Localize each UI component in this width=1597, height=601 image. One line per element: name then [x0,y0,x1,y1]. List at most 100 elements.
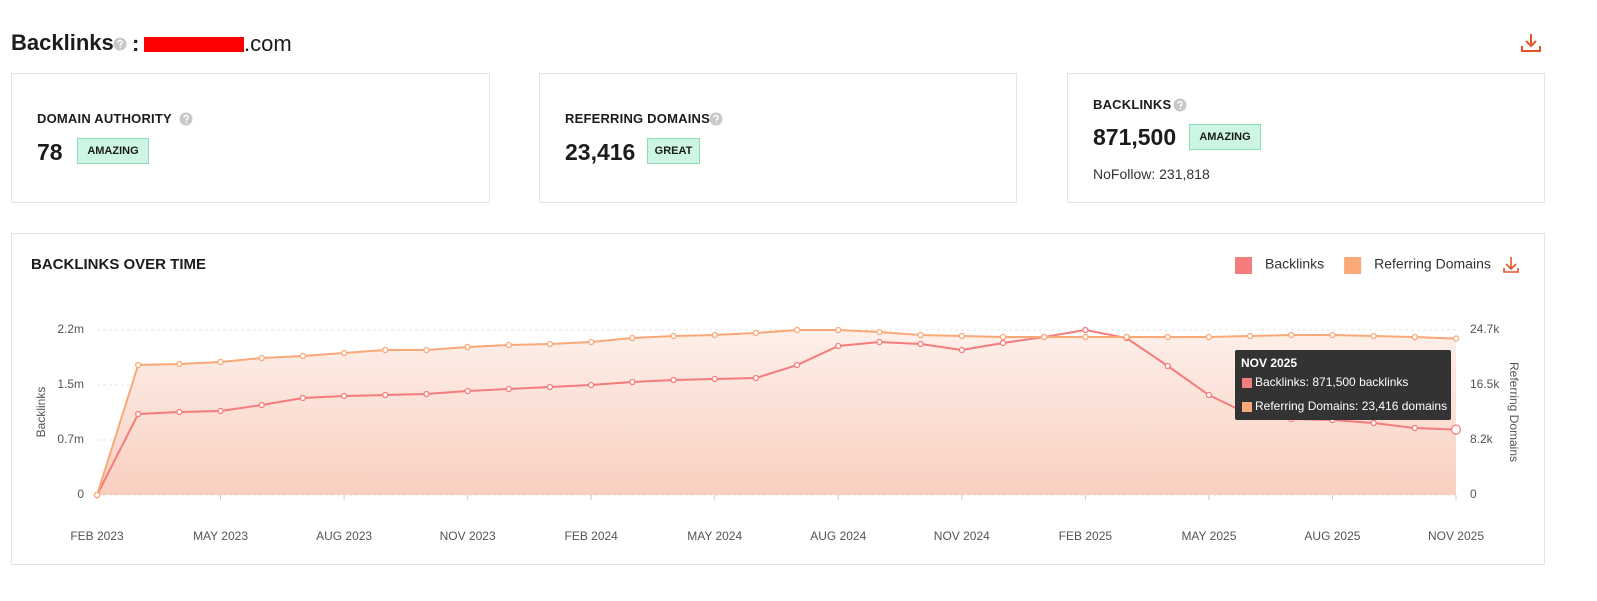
data-point [917,331,924,339]
y2-tick-label: 16.5k [1470,377,1500,391]
data-point [1082,326,1089,334]
data-point [958,346,965,354]
data-point [917,340,924,348]
card-label: DOMAIN AUTHORITY [37,111,172,126]
data-point [1205,333,1213,341]
data-point [258,401,265,409]
data-point [876,328,883,336]
card-label: BACKLINKS [1093,97,1172,112]
tooltip-swatch [1242,378,1252,388]
data-point [176,408,183,416]
data-point [382,391,389,399]
title-separator: : [132,31,140,56]
x-tick-label: MAY 2023 [193,529,248,543]
data-point [1370,419,1377,427]
data-point [711,331,718,339]
card-value: 78 [37,139,63,165]
data-point [299,394,307,402]
data-point [546,383,554,391]
help-icon[interactable] [1173,98,1187,112]
chart-title: BACKLINKS OVER TIME [31,256,206,273]
data-point [588,338,595,346]
data-point [423,346,430,354]
y-axis-title: Backlinks [34,387,48,438]
lines [93,326,1462,499]
legend-label: Referring Domains [1374,256,1491,272]
download-button[interactable] [1520,32,1542,54]
data-point [546,340,554,348]
x-tick-label: NOV 2023 [440,529,496,543]
x-tick-label: NOV 2024 [934,529,990,543]
data-point [340,392,348,400]
data-point [1123,333,1130,341]
tooltip-line: Backlinks: 871,500 backlinks [1255,375,1409,389]
data-point [258,354,265,362]
card-badge: AMAZING [77,138,149,164]
series-line [96,329,1457,496]
x-tick-label: NOV 2025 [1428,529,1484,543]
data-point [958,332,965,340]
data-point [1411,333,1418,341]
data-point [505,341,512,349]
y-tick-label: 0 [77,487,84,501]
data-point [1452,335,1460,342]
card-referring-domains: REFERRING DOMAINS 23,416 GREAT [539,73,1017,203]
series-line [96,328,1457,496]
card-domain-authority: DOMAIN AUTHORITY 78 AMAZING [11,73,490,203]
x-tick-label: MAY 2025 [1181,529,1236,543]
x-tick-label: AUG 2025 [1304,529,1360,543]
y2-tick-label: 8.2k [1470,432,1494,446]
y-tick-label: 1.5m [57,377,84,391]
data-point [464,387,471,395]
legend-swatch [1235,257,1252,274]
data-point [793,361,801,369]
data-point [176,360,183,368]
data-point [1041,333,1048,341]
help-icon[interactable] [709,112,723,126]
tooltip-swatch [1242,402,1252,412]
areas [97,330,1456,495]
x-tick-label: AUG 2023 [316,529,372,543]
data-point [1411,424,1418,432]
data-point [135,410,142,418]
help-icon[interactable] [179,112,193,126]
data-point [876,338,883,346]
data-point [1205,391,1213,399]
data-point [670,376,677,384]
data-point [93,491,101,499]
redaction [144,37,244,52]
data-point [505,385,512,393]
data-point [1329,331,1336,339]
legend-swatch [1344,257,1362,274]
data-point [1082,333,1089,341]
data-point [752,374,760,382]
card-label: REFERRING DOMAINS [565,111,710,126]
data-point [999,333,1007,341]
page-title: Backlinks [11,30,114,55]
data-point [711,375,718,383]
x-tick-label: FEB 2023 [70,529,124,543]
tooltip-title: NOV 2025 [1241,356,1298,370]
data-point [464,343,471,351]
download-chart-button[interactable] [1503,257,1519,273]
data-point [670,332,677,340]
y-tick-label: 0.7m [57,432,84,446]
x-tick-label: MAY 2024 [687,529,742,543]
x-tick-label: FEB 2025 [1059,529,1113,543]
data-point [793,326,801,334]
tooltip-line: Referring Domains: 23,416 domains [1255,399,1448,413]
card-backlinks: BACKLINKS 871,500 AMAZING NoFollow: 231,… [1067,73,1545,203]
y2-tick-label: 0 [1470,487,1477,501]
y-tick-label: 2.2m [57,322,84,336]
data-point [835,342,842,350]
y2-axis-title: Referring Domains [1507,362,1521,462]
help-icon[interactable] [113,37,127,51]
data-point [999,339,1007,347]
x-tick-label: AUG 2024 [810,529,866,543]
data-point [1246,332,1254,340]
series-area [97,330,1456,495]
data-point [423,390,430,398]
